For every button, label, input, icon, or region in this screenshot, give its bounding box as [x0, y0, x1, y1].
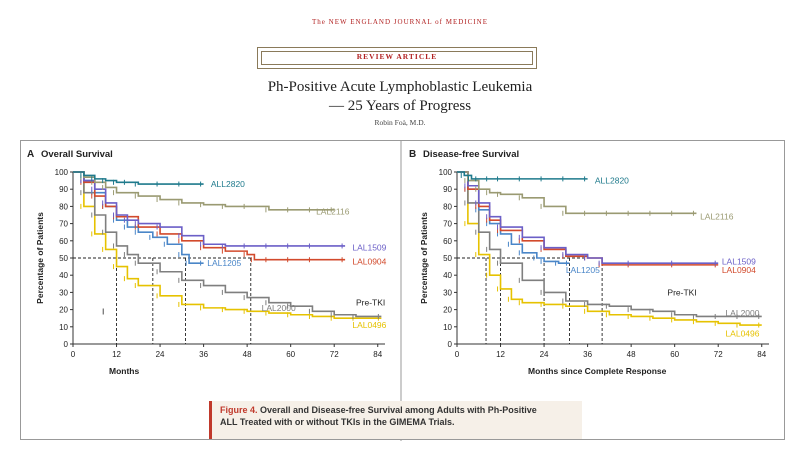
panel-a-y-tick-label: 70: [59, 220, 68, 229]
panel-b-series-lal0496: [457, 171, 762, 326]
panel-a-series-label-lal1509: LAL1509: [352, 243, 386, 253]
panel-a-x-tick-label: 24: [156, 350, 165, 359]
figure-charts: A Overall Survival01020304050607080901000…: [27, 141, 769, 441]
panel-a-series-label-lal2116: LAL2116: [316, 207, 350, 217]
panel-a-x-tick-label: 84: [373, 350, 382, 359]
panel-b-series-lal2000: [457, 171, 762, 318]
panel-a-y-tick-label: 60: [59, 237, 68, 246]
panel-a-title: Overall Survival: [41, 149, 113, 160]
panel-a-series-all2820: [73, 171, 204, 185]
panel-b-y-tick-label: 0: [448, 340, 453, 349]
review-article-label: REVIEW ARTICLE: [356, 52, 438, 61]
panel-b-y-tick-label: 100: [439, 168, 453, 177]
panel-a-x-tick-label: 60: [286, 350, 295, 359]
review-article-banner: REVIEW ARTICLE: [257, 47, 537, 69]
journal-masthead: The NEW ENGLAND JOURNAL of MEDICINE: [312, 18, 488, 26]
panel-a-series-lal1509: [73, 171, 346, 247]
panel-b-x-tick-label: 24: [540, 350, 549, 359]
panel-a-series-label-lal0904: LAL0904: [352, 256, 386, 266]
panel-b-series-all2820: [457, 171, 588, 180]
panel-b-y-tick-label: 10: [443, 323, 452, 332]
panel-b-series-lal0904: [457, 171, 719, 266]
panel-b-x-tick-label: 48: [627, 350, 636, 359]
panel-a-series-lal0496: [73, 171, 382, 319]
panel-a-y-tick-label: 100: [55, 168, 69, 177]
panel-b-series-lal1509: [457, 171, 719, 264]
panel-b-series-label-lal0904: LAL0904: [722, 265, 756, 275]
panel-a-y-tick-label: 20: [59, 306, 68, 315]
panel-a-x-tick-label: 48: [243, 350, 252, 359]
panel-a-series-label-lal1205: LAL1205: [207, 258, 241, 268]
panel-b-series-label-all2820: ALL2820: [595, 176, 629, 186]
review-banner-inner-border: [261, 51, 533, 65]
figure-caption: Figure 4. Overall and Disease-free Survi…: [209, 401, 582, 439]
panel-a-y-tick-label: 40: [59, 271, 68, 280]
panel-b-x-tick-label: 72: [714, 350, 723, 359]
panel-a-y-axis-label: Percentage of Patients: [35, 212, 45, 304]
panel-b-x-tick-label: 12: [496, 350, 505, 359]
panel-a-x-tick-label: 0: [71, 350, 76, 359]
panel-b-y-tick-label: 40: [443, 271, 452, 280]
panel-b-series-label-lal1509: LAL1509: [722, 256, 756, 266]
panel-a-x-axis-label: Months: [109, 366, 139, 376]
panel-b-series-label-lal2116: LAL2116: [700, 212, 734, 222]
panel-b-x-tick-label: 0: [455, 350, 460, 359]
panel-a-series-label-all2820: ALL2820: [211, 179, 245, 189]
panel-b-title: Disease-free Survival: [423, 149, 519, 160]
panel-b-y-tick-label: 50: [443, 254, 452, 263]
figure-number: Figure 4.: [220, 405, 258, 415]
panel-b-series-label-lal2000: LAL2000: [725, 308, 759, 318]
panel-b-label: B: [409, 149, 416, 160]
panel-b-y-tick-label: 30: [443, 288, 452, 297]
panel-a-series-lal2000: [73, 171, 382, 318]
article-title: Ph-Positive Acute Lymphoblastic Leukemia…: [0, 78, 800, 116]
panel-b-series-lal2116: [457, 171, 697, 215]
panel-a-x-tick-label: 72: [330, 350, 339, 359]
panel-a-y-tick-label: 30: [59, 288, 68, 297]
panel-a-y-tick-label: 80: [59, 202, 68, 211]
panel-b-x-axis-label: Months since Complete Response: [528, 366, 667, 376]
panel-b-x-tick-label: 60: [670, 350, 679, 359]
panel-a-y-tick-label: 50: [59, 254, 68, 263]
panel-b-series-label-lal1205: LAL1205: [566, 265, 600, 275]
panel-b-x-tick-label: 36: [583, 350, 592, 359]
panel-a-series-label-lal0496: LAL0496: [352, 320, 386, 330]
panel-b-y-tick-label: 90: [443, 185, 452, 194]
panel-b-y-tick-label: 20: [443, 306, 452, 315]
article-title-line2: — 25 Years of Progress: [328, 98, 472, 114]
figure-caption-line1: Overall and Disease-free Survival among …: [260, 405, 537, 415]
panel-a-y-tick-label: 10: [59, 323, 68, 332]
panel-b-x-tick-label: 84: [757, 350, 766, 359]
panel-b-y-tick-label: 70: [443, 220, 452, 229]
panel-b-annotation: Pre-TKI: [667, 287, 696, 297]
panel-b-y-tick-label: 60: [443, 237, 452, 246]
panel-a-x-tick-label: 36: [199, 350, 208, 359]
figure-caption-line2: ALL Treated with or without TKIs in the …: [220, 417, 455, 427]
panel-a-y-tick-label: 90: [59, 185, 68, 194]
panel-b-y-axis-label: Percentage of Patients: [419, 212, 429, 304]
article-title-line1: Ph-Positive Acute Lymphoblastic Leukemia: [267, 79, 533, 95]
panel-b-y-tick-label: 80: [443, 202, 452, 211]
panel-b-series-label-lal0496: LAL0496: [725, 329, 759, 339]
figure-box: A Overall Survival 0 10 20 30 40 50 60 70 80 90 100 0…: [20, 140, 785, 441]
panel-a-series-lal2116: [73, 171, 335, 211]
panel-a-annotation: Pre-TKI: [356, 298, 385, 308]
panel-a-annotation: I: [102, 306, 104, 316]
panel-a-y-tick-label: 0: [64, 340, 69, 349]
article-author: Robin Foà, M.D.: [374, 118, 426, 127]
panel-a-label: A: [27, 149, 34, 160]
panel-a-x-tick-label: 12: [112, 350, 121, 359]
panel-a-series-label-lal2000: LAL2000: [262, 303, 296, 313]
